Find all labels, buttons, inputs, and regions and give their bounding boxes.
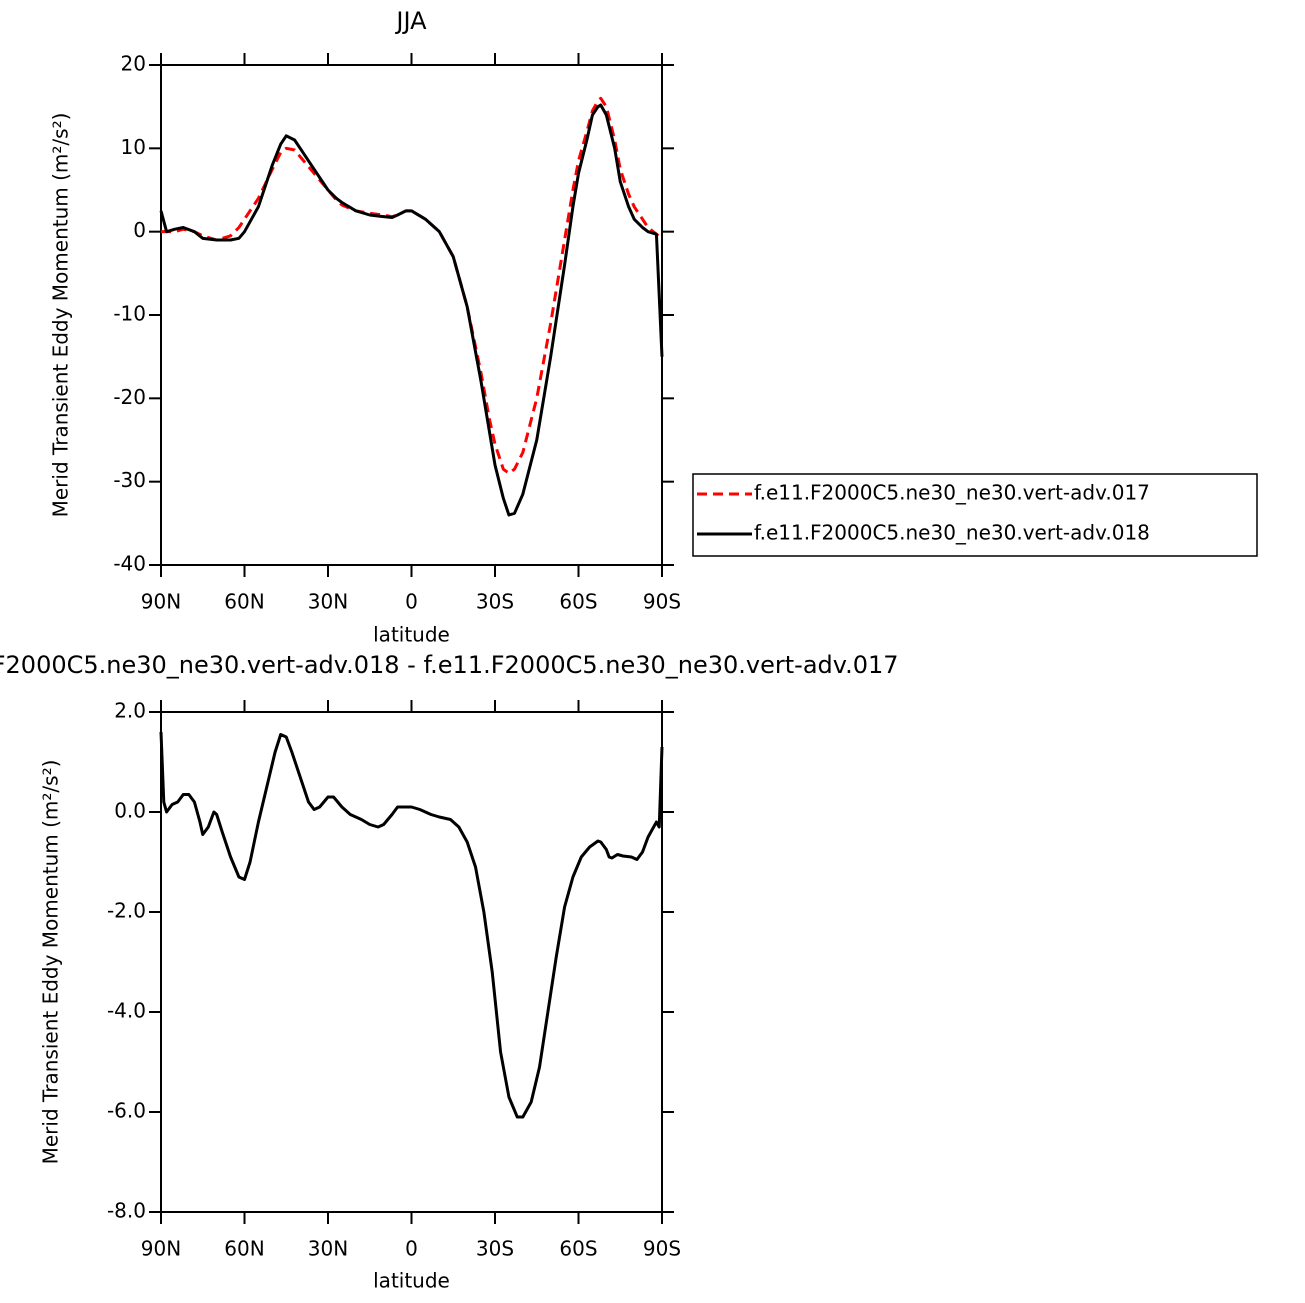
x-tick-label: 30S xyxy=(476,590,514,614)
plot-frame xyxy=(160,711,663,1213)
y-tick-label: -40 xyxy=(113,552,146,576)
x-tick-label: 60N xyxy=(224,1237,264,1261)
data-line xyxy=(161,96,663,475)
y-tick-label: -30 xyxy=(113,468,146,492)
legend-label: f.e11.F2000C5.ne30_ne30.vert-adv.017 xyxy=(754,481,1150,505)
x-tick-label: 90S xyxy=(643,1237,681,1261)
x-tick-label: 30N xyxy=(308,1237,348,1261)
y-tick-label: -4.0 xyxy=(107,999,146,1023)
y-tick-label: 20 xyxy=(121,52,146,76)
chart-title: JJA xyxy=(394,7,427,35)
y-tick-label: -2.0 xyxy=(107,899,146,923)
y-tick-label: -8.0 xyxy=(107,1199,146,1223)
x-tick-label: 0 xyxy=(405,1237,418,1261)
x-tick-label: 30N xyxy=(308,590,348,614)
legend: f.e11.F2000C5.ne30_ne30.vert-adv.017 f.e1… xyxy=(692,473,1258,557)
x-tick-label: 30S xyxy=(476,1237,514,1261)
legend-label: f.e11.F2000C5.ne30_ne30.vert-adv.018 xyxy=(754,521,1150,545)
y-tick-label: -10 xyxy=(113,302,146,326)
y-axis-label: Merid Transient Eddy Momentum (m²/s²) xyxy=(49,113,73,518)
x-axis-label: latitude xyxy=(373,1269,450,1293)
chart-title: f.e11.F2000C5.ne30_ne30.vert-adv.018 - f… xyxy=(0,651,899,679)
data-line xyxy=(159,731,664,1119)
y-tick-label: -6.0 xyxy=(107,1099,146,1123)
x-tick-label: 60N xyxy=(224,590,264,614)
y-tick-label: 2.0 xyxy=(114,699,146,723)
y-tick-label: 10 xyxy=(121,135,146,159)
y-tick-label: 0 xyxy=(133,218,146,242)
y-axis-label: Merid Transient Eddy Momentum (m²/s²) xyxy=(39,760,63,1165)
x-tick-label: 90S xyxy=(643,590,681,614)
x-tick-label: 90N xyxy=(141,590,181,614)
x-tick-label: 60S xyxy=(559,590,597,614)
x-tick-label: 60S xyxy=(559,1237,597,1261)
x-axis-label: latitude xyxy=(373,623,450,647)
data-line xyxy=(159,103,664,517)
x-tick-label: 90N xyxy=(141,1237,181,1261)
y-tick-label: 0.0 xyxy=(114,799,146,823)
x-tick-label: 0 xyxy=(405,590,418,614)
y-tick-label: -20 xyxy=(113,385,146,409)
legend-frame xyxy=(692,473,1258,557)
